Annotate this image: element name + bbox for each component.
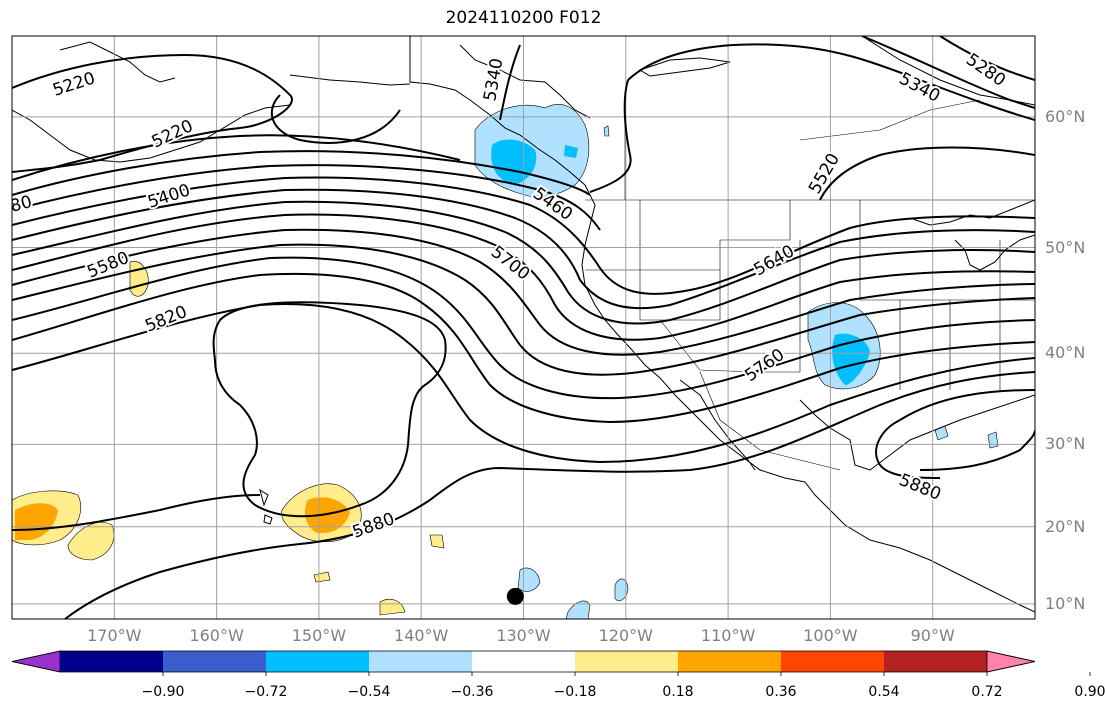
colorbar-segment [369, 651, 472, 672]
contour-label: 5880 [896, 470, 944, 505]
contour-label: 5280 [962, 50, 1009, 91]
contour-label: 5340 [896, 69, 944, 107]
colorbar-outline [11, 650, 1036, 673]
latitude-label: 20°N [1045, 516, 1086, 536]
contour-label: 5400 [145, 180, 192, 212]
colorbar-tick-label: 0.18 [662, 684, 694, 700]
map-frame [11, 35, 1036, 620]
latitude-label: 10°N [1045, 593, 1086, 613]
latitude-label: 30°N [1045, 434, 1086, 454]
longitude-label: 130°W [496, 626, 551, 645]
storm-marker [506, 587, 524, 605]
latitude-label: 50°N [1045, 237, 1086, 257]
colorbar-tick-label: 0.36 [765, 684, 797, 700]
colorbar [11, 650, 1091, 676]
longitude-label: 120°W [598, 626, 653, 645]
colorbar-extend-high [986, 650, 1036, 673]
colorbar-tick-label: −0.36 [450, 684, 494, 700]
chart-title: 2024110200 F012 [445, 8, 602, 28]
longitude-label: 90°W [910, 626, 955, 645]
colorbar-tick-label: −0.18 [553, 684, 597, 700]
colorbar-extend-low [11, 650, 61, 673]
contour-label: 5520 [805, 150, 844, 197]
political-borders [585, 92, 1035, 471]
colorbar-segment [884, 651, 987, 672]
colorbar-tick-label: 0.72 [971, 684, 1003, 700]
latitude-label: 40°N [1045, 343, 1086, 363]
anomaly-shading [12, 104, 999, 619]
contour-label: 5220 [50, 68, 97, 100]
colorbar-segment [472, 651, 575, 672]
latitude-label: 60°N [1045, 106, 1086, 126]
longitude-label: 150°W [291, 626, 347, 645]
colorbar-tick-label: 0.54 [868, 684, 900, 700]
colorbar-segment [575, 651, 678, 672]
longitude-label: 160°W [189, 626, 244, 645]
longitude-label: 110°W [700, 626, 756, 645]
colorbar-tick-label: 0.90 [1074, 684, 1105, 700]
longitude-label: 170°W [87, 626, 142, 645]
longitude-label: 100°W [803, 626, 858, 645]
colorbar-segment [163, 651, 266, 672]
contour-label: 5700 [487, 242, 533, 284]
colorbar-segment [678, 651, 781, 672]
colorbar-segment [266, 651, 369, 672]
colorbar-tick-label: −0.72 [244, 684, 288, 700]
height-contours [12, 36, 1035, 619]
contour-label: 5760 [741, 345, 788, 386]
colorbar-segment [60, 651, 163, 672]
graticule [12, 36, 1035, 619]
contour-label: 5220 [149, 116, 197, 152]
longitude-label: 140°W [394, 626, 449, 645]
colorbar-tick-label: −0.90 [141, 684, 185, 700]
contour-label: 5820 [142, 302, 190, 337]
colorbar-segment [781, 651, 884, 672]
colorbar-tick-label: −0.54 [347, 684, 391, 700]
